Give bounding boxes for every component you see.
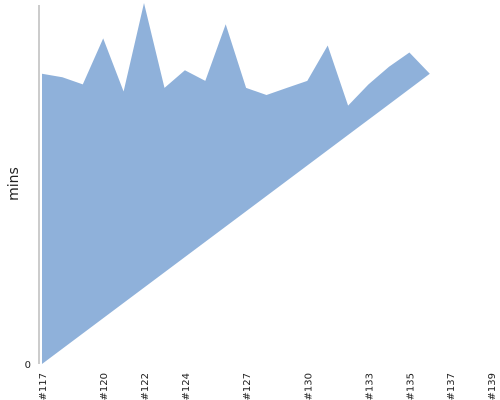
- x-tick-label: #139: [487, 373, 498, 400]
- x-tick-label: #117: [38, 373, 49, 400]
- x-tick-label: #120: [99, 373, 110, 400]
- x-tick-label: #135: [405, 373, 416, 400]
- x-tick-label: #127: [242, 373, 253, 400]
- y-tick-label-0: 0: [25, 360, 31, 371]
- x-axis-ticks: #117 #120 #122 #124 #127 #130 #133 #135 #137 #139: [38, 373, 498, 400]
- x-tick-label: #130: [303, 373, 314, 400]
- plot-area: [42, 3, 430, 364]
- x-tick-label: #124: [181, 373, 192, 400]
- series-area: [42, 3, 430, 364]
- x-tick-label: #133: [365, 373, 376, 400]
- x-tick-label: #122: [140, 373, 151, 400]
- x-tick-label: #137: [446, 373, 457, 400]
- y-axis-label: mins: [6, 167, 22, 201]
